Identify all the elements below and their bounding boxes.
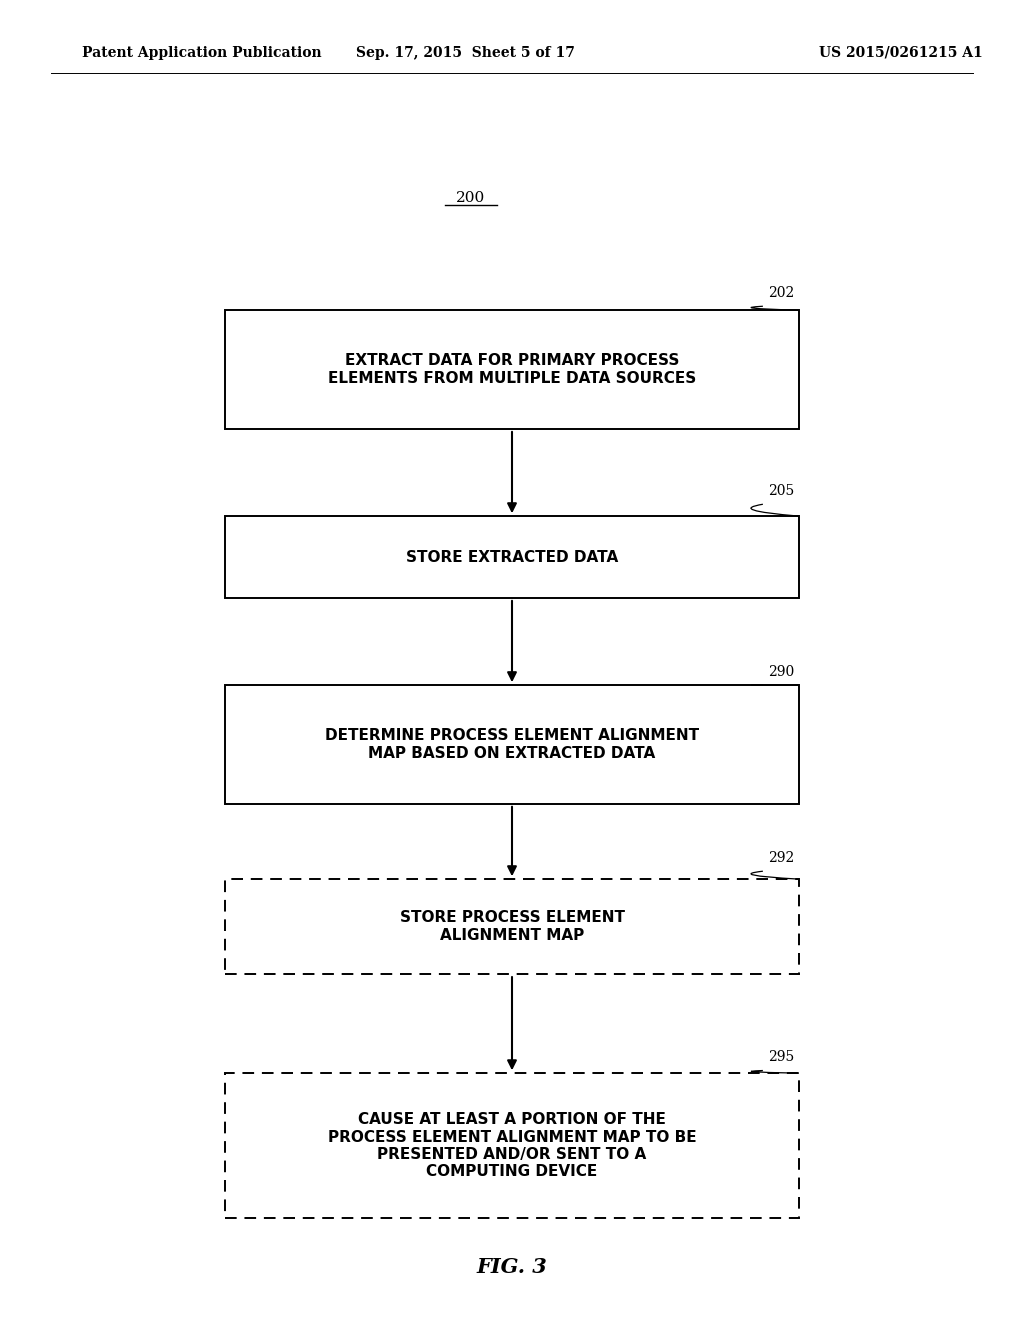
Text: 292: 292 <box>768 851 795 865</box>
Text: US 2015/0261215 A1: US 2015/0261215 A1 <box>819 46 983 59</box>
Text: STORE PROCESS ELEMENT
ALIGNMENT MAP: STORE PROCESS ELEMENT ALIGNMENT MAP <box>399 911 625 942</box>
Text: DETERMINE PROCESS ELEMENT ALIGNMENT
MAP BASED ON EXTRACTED DATA: DETERMINE PROCESS ELEMENT ALIGNMENT MAP … <box>325 729 699 760</box>
FancyBboxPatch shape <box>225 879 799 974</box>
Text: 202: 202 <box>768 286 795 300</box>
FancyBboxPatch shape <box>225 685 799 804</box>
FancyBboxPatch shape <box>225 1073 799 1218</box>
Text: Patent Application Publication: Patent Application Publication <box>82 46 322 59</box>
Text: CAUSE AT LEAST A PORTION OF THE
PROCESS ELEMENT ALIGNMENT MAP TO BE
PRESENTED AN: CAUSE AT LEAST A PORTION OF THE PROCESS … <box>328 1113 696 1179</box>
FancyBboxPatch shape <box>225 516 799 598</box>
Text: 205: 205 <box>768 484 795 498</box>
Text: FIG. 3: FIG. 3 <box>476 1257 548 1278</box>
Text: 290: 290 <box>768 665 795 678</box>
FancyBboxPatch shape <box>225 310 799 429</box>
Text: 295: 295 <box>768 1051 795 1064</box>
Text: STORE EXTRACTED DATA: STORE EXTRACTED DATA <box>406 549 618 565</box>
Text: EXTRACT DATA FOR PRIMARY PROCESS
ELEMENTS FROM MULTIPLE DATA SOURCES: EXTRACT DATA FOR PRIMARY PROCESS ELEMENT… <box>328 354 696 385</box>
Text: 200: 200 <box>457 190 485 205</box>
Text: Sep. 17, 2015  Sheet 5 of 17: Sep. 17, 2015 Sheet 5 of 17 <box>356 46 575 59</box>
